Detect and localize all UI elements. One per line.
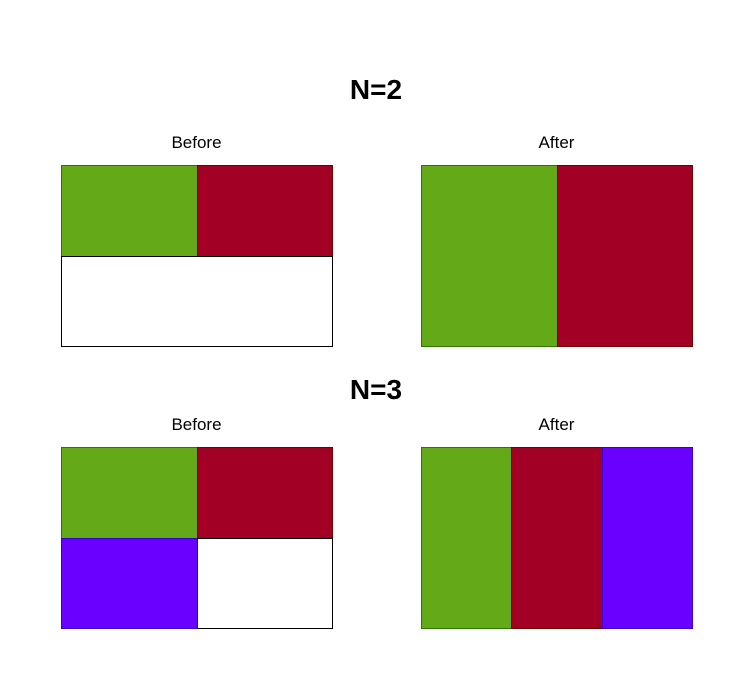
before-label-n2: Before: [171, 133, 222, 152]
red-tile: [196, 447, 333, 539]
green-tile: [61, 165, 198, 257]
purple-tile: [601, 447, 693, 629]
red-tile: [556, 165, 693, 347]
section-title-n2: N=2: [349, 74, 403, 105]
before-panel-n3: [61, 447, 333, 629]
red-tile: [511, 447, 603, 629]
section-title-n3: N=3: [349, 374, 403, 405]
green-tile: [421, 447, 513, 629]
empty-tile: [196, 537, 333, 629]
empty-tile: [61, 255, 333, 347]
after-panel-n3: [421, 447, 693, 629]
after-label-n2: After: [538, 133, 575, 152]
green-tile: [61, 447, 198, 539]
after-label-n3: After: [538, 415, 575, 434]
green-tile: [421, 165, 558, 347]
before-label-n3: Before: [171, 415, 222, 434]
purple-tile: [61, 537, 198, 629]
after-panel-n2: [421, 165, 693, 347]
red-tile: [196, 165, 333, 257]
before-panel-n2: [61, 165, 333, 347]
